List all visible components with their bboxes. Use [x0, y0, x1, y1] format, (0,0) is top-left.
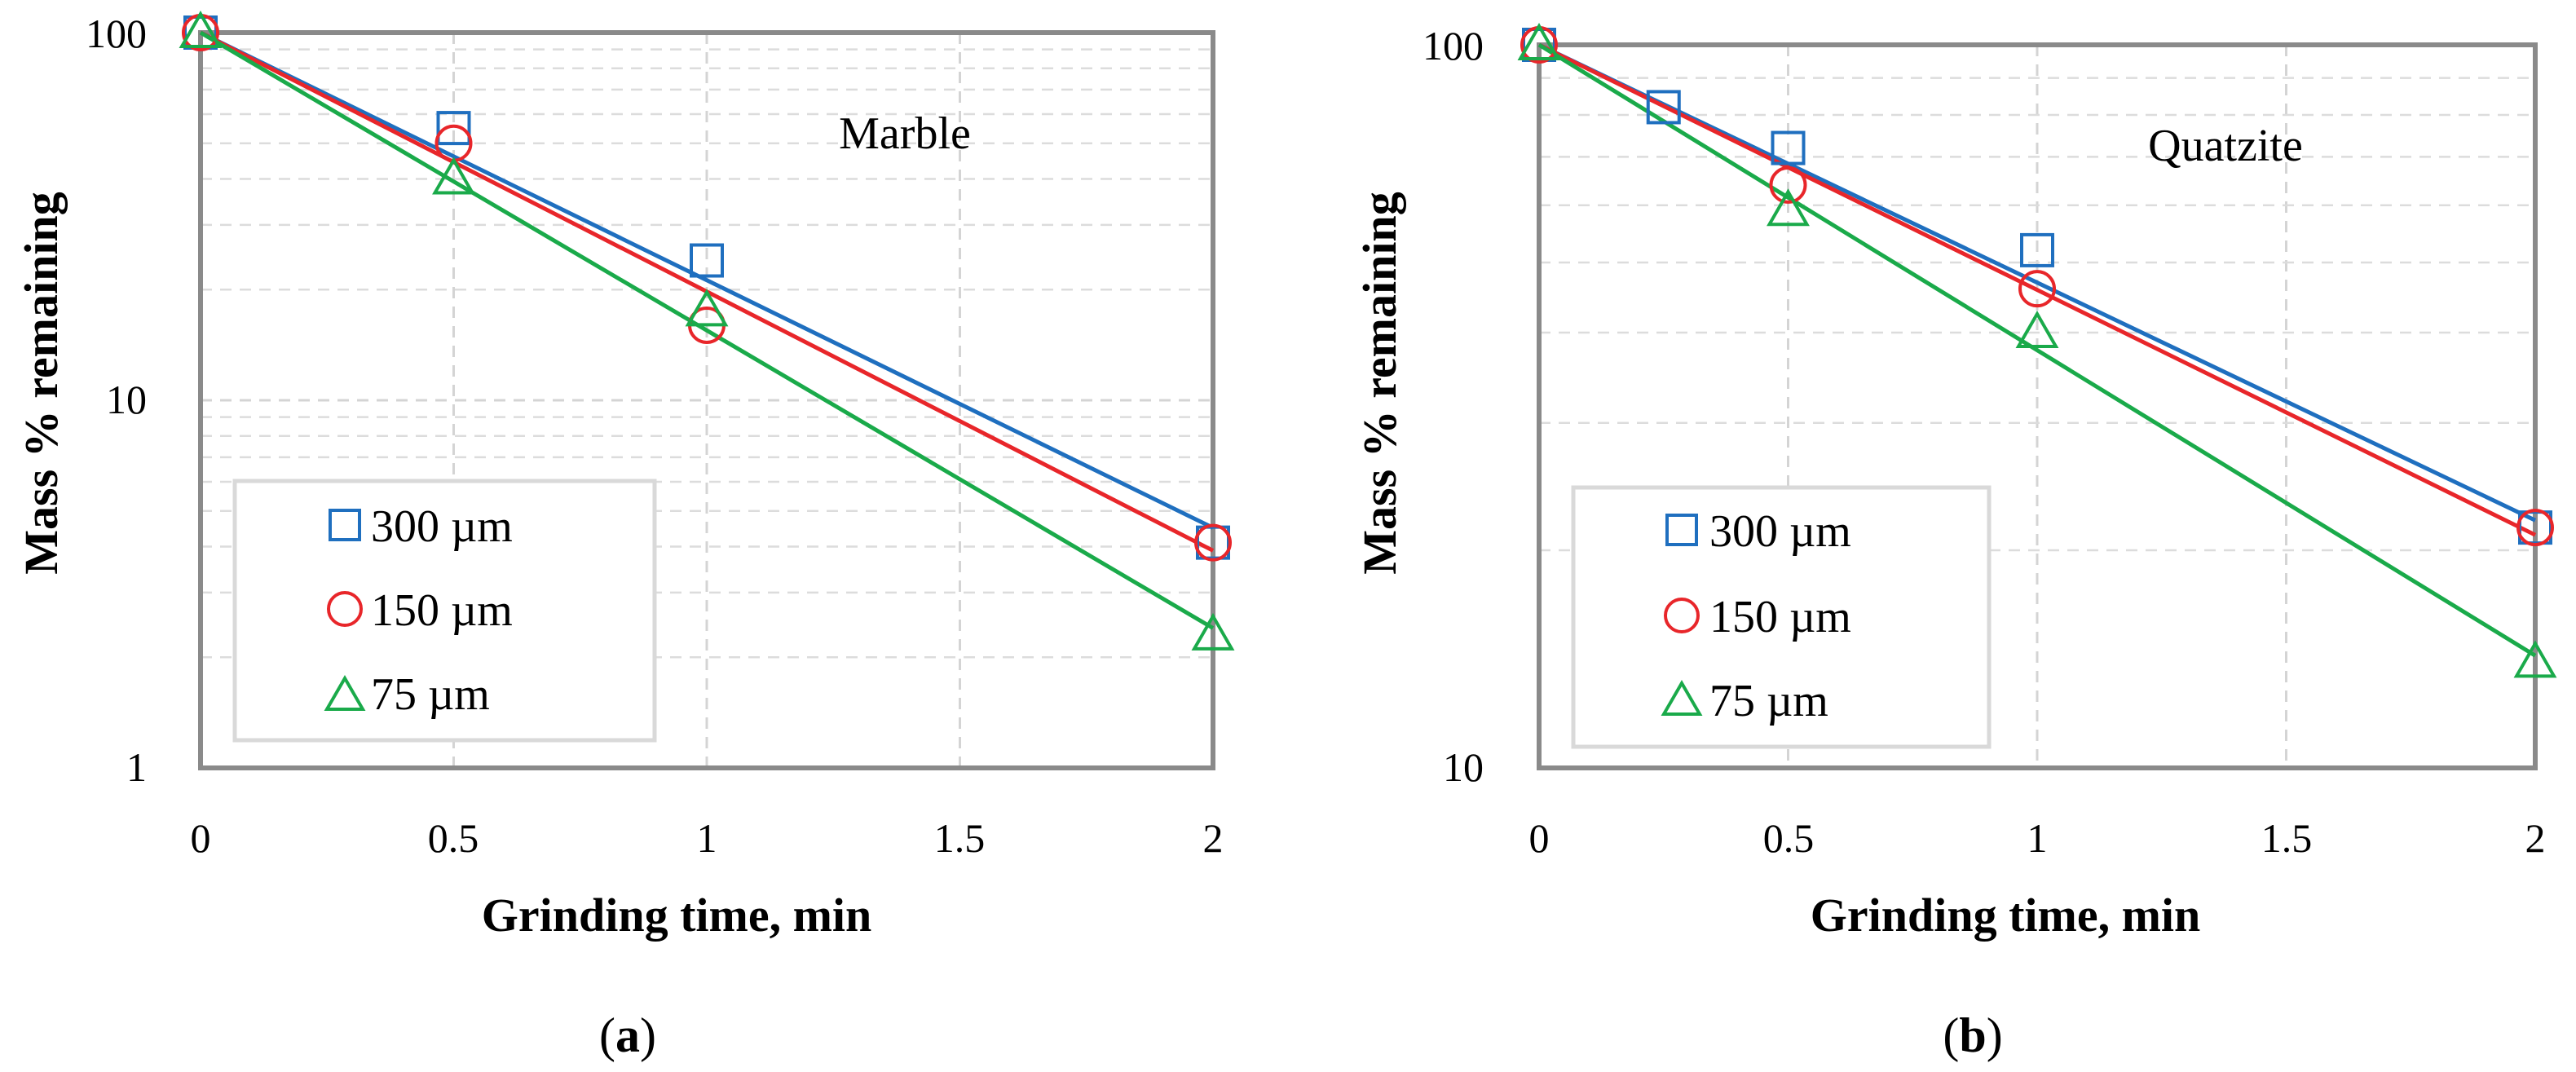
data-point-triangle — [685, 289, 729, 327]
gridlines — [201, 33, 1213, 768]
data-point-triangle — [1517, 22, 1561, 60]
panel-label: (b) — [1943, 1008, 2002, 1062]
x-tick-labels: 0 0.5 1 1.5 2 — [1529, 815, 2546, 861]
panel-label: (a) — [599, 1008, 656, 1062]
annotation-label: Quatzite — [2148, 121, 2303, 171]
x-tick-label: 2 — [1203, 815, 1224, 861]
x-tick-label: 0 — [191, 815, 211, 861]
data-point-square — [1646, 90, 1681, 125]
data-point-square — [690, 243, 724, 278]
data-point-triangle — [432, 157, 475, 195]
x-axis-title: Grinding time, min — [482, 889, 872, 942]
legend-entry: 300 µm — [371, 501, 513, 552]
legend-marker-triangle — [324, 675, 366, 711]
y-tick-label: 100 — [86, 11, 147, 56]
data-point-square — [1771, 130, 1806, 165]
data-point-circle — [2516, 509, 2554, 547]
legend-entry: 150 µm — [371, 585, 513, 636]
legend-marker-circle — [1664, 598, 1700, 633]
y-axis-title: Mass % remaining — [1353, 192, 1406, 574]
x-tick-label: 0 — [1529, 815, 1550, 861]
y-tick-label: 10 — [106, 377, 147, 422]
chart-panel-b: Quatzite 10 100 0 0.5 1 1.5 2 Grinding t… — [1353, 22, 2557, 1062]
legend-box — [1571, 485, 1992, 749]
annotation-label: Marble — [839, 108, 971, 159]
x-axis-title: Grinding time, min — [1811, 889, 2201, 942]
legend: 300 µm 150 µm 75 µm — [232, 479, 657, 743]
y-tick-label: 1 — [126, 744, 147, 790]
data-markers — [179, 10, 1235, 651]
legend-marker-triangle — [1661, 680, 1703, 716]
legend-marker-square — [329, 509, 361, 541]
y-tick-label: 10 — [1443, 744, 1484, 790]
legend-marker-square — [1665, 514, 1698, 546]
legend-entry: 150 µm — [1709, 592, 1851, 642]
fit-line-triangle — [199, 30, 1215, 630]
chart-panel-a: Marble 1 10 100 0 0.5 1 1.5 2 Grinding t… — [15, 10, 1235, 1062]
data-point-circle — [1769, 165, 1807, 204]
data-point-circle — [1194, 523, 1232, 562]
fit-line-circle — [1537, 42, 2537, 537]
x-tick-label: 1 — [697, 815, 717, 861]
y-tick-labels: 10 100 — [1423, 23, 1484, 790]
legend-entry: 75 µm — [371, 669, 490, 720]
x-tick-label: 0.5 — [428, 815, 479, 861]
panel-label-letter: b — [1959, 1008, 1986, 1062]
legend-marker-circle — [327, 591, 363, 627]
data-point-triangle — [1191, 612, 1235, 651]
fit-line-triangle — [1537, 42, 2537, 658]
x-tick-label: 1 — [2027, 815, 2048, 861]
y-tick-label: 100 — [1423, 23, 1484, 68]
plot-frame — [1537, 42, 2538, 770]
legend-box — [232, 479, 657, 743]
data-point-square — [436, 111, 471, 146]
data-point-square — [2020, 232, 2054, 267]
fit-line-square — [199, 30, 1215, 530]
x-tick-label: 0.5 — [1763, 815, 1815, 861]
x-tick-labels: 0 0.5 1 1.5 2 — [191, 815, 1224, 861]
data-point-triangle — [179, 10, 223, 48]
fit-line-square — [1537, 42, 2537, 523]
legend-entry: 300 µm — [1709, 506, 1851, 557]
data-point-triangle — [1767, 188, 1810, 227]
x-tick-label: 1.5 — [2261, 815, 2313, 861]
data-point-triangle — [2513, 640, 2557, 678]
y-tick-labels: 1 10 100 — [86, 11, 147, 790]
x-tick-label: 2 — [2525, 815, 2546, 861]
fit-lines — [1537, 42, 2537, 658]
y-axis-title: Mass % remaining — [15, 192, 68, 574]
data-point-triangle — [2015, 310, 2059, 348]
data-markers — [1517, 22, 2557, 678]
legend: 300 µm 150 µm 75 µm — [1571, 485, 1992, 749]
x-tick-label: 1.5 — [934, 815, 986, 861]
panel-label-letter: a — [615, 1008, 640, 1062]
data-point-circle — [2018, 270, 2056, 308]
plot-frame — [198, 30, 1215, 770]
legend-entry: 75 µm — [1709, 676, 1828, 726]
